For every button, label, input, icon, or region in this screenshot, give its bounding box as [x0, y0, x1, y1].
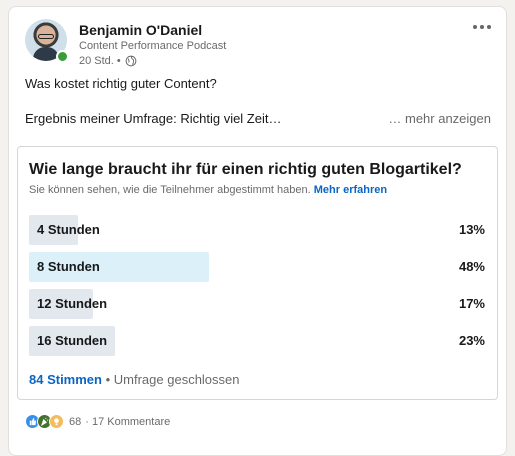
- online-status-indicator: [56, 50, 69, 63]
- poll-option-bar: [29, 252, 209, 282]
- post-text: Was kostet richtig guter Content?: [25, 76, 217, 91]
- poll-option-label: 16 Stunden: [37, 333, 108, 348]
- poll-option[interactable]: 4 Stunden 13%: [29, 215, 485, 245]
- insightful-icon: [49, 414, 64, 429]
- post-time: 20 Std. •: [79, 55, 121, 67]
- post-meta: 20 Std. •: [79, 55, 137, 67]
- poll-option[interactable]: 8 Stunden 48%: [29, 252, 485, 282]
- poll-option-percent: 13%: [458, 222, 485, 237]
- poll-option-label: 12 Stunden: [37, 296, 108, 311]
- globe-icon: [125, 55, 137, 67]
- author-headline: Content Performance Podcast: [79, 40, 227, 52]
- post-text-line2: Ergebnis meiner Umfrage: Richtig viel Ze…: [25, 111, 282, 126]
- avatar[interactable]: [25, 19, 67, 61]
- comments-count[interactable]: · 17 Kommentare: [85, 415, 171, 428]
- poll-option-bar: [29, 326, 116, 356]
- author-name[interactable]: Benjamin O'Daniel: [79, 22, 203, 38]
- poll-option-percent: 23%: [458, 333, 485, 348]
- poll: Wie lange braucht ihr für einen richtig …: [17, 146, 498, 400]
- poll-option-label: 4 Stunden: [37, 222, 100, 237]
- votes-link[interactable]: 84 Stimmen: [29, 372, 102, 387]
- poll-footer: 84 Stimmen • Umfrage geschlossen: [29, 372, 240, 387]
- more-options-button[interactable]: [468, 17, 496, 37]
- social-counts[interactable]: 68 · 17 Kommentare: [25, 414, 170, 429]
- reaction-count[interactable]: 68: [69, 415, 82, 428]
- poll-status: • Umfrage geschlossen: [105, 372, 240, 387]
- poll-option-bar: [29, 289, 93, 319]
- poll-option-label: 8 Stunden: [37, 259, 100, 274]
- poll-note: Sie können sehen, wie die Teilnehmer abg…: [29, 184, 387, 196]
- see-more-link[interactable]: … mehr anzeigen: [388, 111, 491, 126]
- poll-option[interactable]: 12 Stunden 17%: [29, 289, 485, 319]
- poll-option-bar: [29, 215, 78, 245]
- poll-option[interactable]: 16 Stunden 23%: [29, 326, 485, 356]
- learn-more-link[interactable]: Mehr erfahren: [313, 184, 388, 196]
- poll-option-percent: 48%: [458, 259, 485, 274]
- poll-note-text: Sie können sehen, wie die Teilnehmer abg…: [29, 184, 311, 196]
- poll-option-percent: 17%: [458, 296, 485, 311]
- post-card: Benjamin O'Daniel Content Performance Po…: [8, 6, 507, 456]
- poll-question: Wie lange braucht ihr für einen richtig …: [29, 161, 462, 178]
